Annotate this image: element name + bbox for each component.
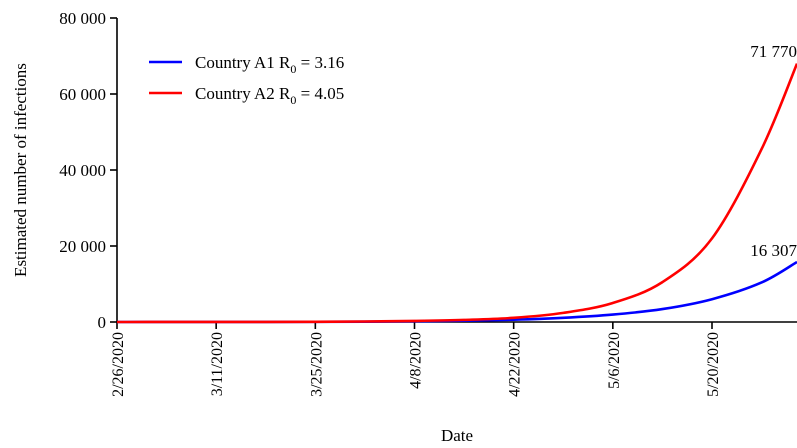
x-tick-label: 2/26/2020 <box>110 332 127 397</box>
series-line-2 <box>116 63 797 324</box>
x-tick-label: 3/25/2020 <box>308 332 325 397</box>
legend-entry-label: Country A2 R0 = 4.05 <box>195 84 344 107</box>
x-tick-label: 3/11/2020 <box>209 332 226 396</box>
y-tick-label: 40 000 <box>59 161 106 180</box>
y-tick-label: 0 <box>98 313 107 332</box>
x-tick-label: 5/20/2020 <box>705 332 722 397</box>
series-line-1 <box>116 260 797 324</box>
end-value-label: 16 307 <box>750 241 797 260</box>
x-tick-label: 5/6/2020 <box>606 332 623 389</box>
x-axis-label: Date <box>441 426 473 445</box>
x-tick-label: 4/8/2020 <box>408 332 425 389</box>
legend: Country A1 R0 = 3.16 Country A2 R0 = 4.05 <box>149 53 344 107</box>
y-tick-label: 20 000 <box>59 237 106 256</box>
legend-entry-label: Country A1 R0 = 3.16 <box>195 53 344 76</box>
y-tick-label: 60 000 <box>59 85 106 104</box>
y-axis-label: Estimated number of infections <box>11 63 30 277</box>
end-value-label: 71 770 <box>750 42 797 61</box>
y-tick-label: 80 000 <box>59 9 106 28</box>
x-tick-label: 4/22/2020 <box>507 332 524 397</box>
